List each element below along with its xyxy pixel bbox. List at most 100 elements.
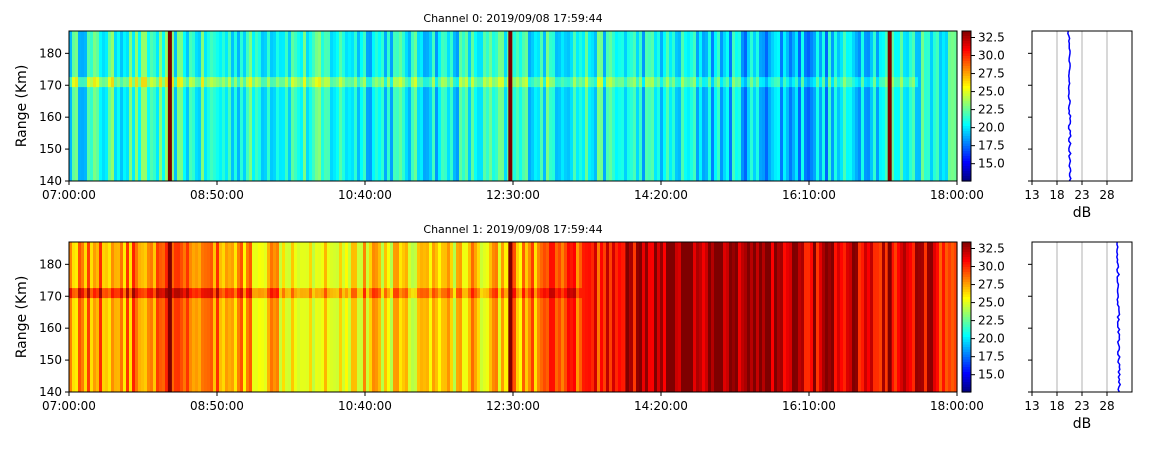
heatmap-column bbox=[177, 31, 181, 181]
echo-band-cell bbox=[765, 77, 769, 88]
echo-band-cell bbox=[423, 77, 427, 88]
heatmap-column bbox=[702, 31, 706, 181]
echo-band-cell bbox=[504, 288, 508, 299]
heatmap-column bbox=[402, 31, 406, 181]
heatmap-column bbox=[819, 31, 823, 181]
echo-band-cell bbox=[465, 288, 469, 299]
echo-band-cell bbox=[810, 77, 814, 88]
colorbar-segment bbox=[962, 151, 971, 155]
echo-band-cell bbox=[492, 288, 496, 299]
heatmap-column bbox=[600, 242, 604, 392]
heatmap-column bbox=[849, 242, 853, 392]
colorbar-segment bbox=[962, 357, 971, 361]
heatmap-column bbox=[285, 242, 289, 392]
echo-band-cell bbox=[276, 288, 280, 299]
echo-band-cell bbox=[393, 77, 397, 88]
heatmap-column bbox=[219, 242, 223, 392]
echo-band-cell bbox=[108, 77, 112, 88]
heatmap-column bbox=[87, 31, 91, 181]
echo-band-cell bbox=[897, 77, 901, 88]
colorbar-segment bbox=[962, 121, 971, 125]
heatmap-column bbox=[192, 31, 196, 181]
heatmap-column bbox=[795, 242, 799, 392]
echo-band-cell bbox=[411, 288, 415, 299]
echo-band-cell bbox=[261, 288, 265, 299]
echo-band-cell bbox=[702, 77, 706, 88]
echo-band-cell bbox=[147, 288, 151, 299]
heatmap-column bbox=[267, 31, 271, 181]
heatmap-column bbox=[531, 242, 535, 392]
heatmap-column bbox=[765, 31, 769, 181]
heatmap-column bbox=[117, 242, 121, 392]
colorbar-tick-label: 27.5 bbox=[978, 67, 1005, 81]
heatmap-column bbox=[297, 31, 301, 181]
echo-band-cell bbox=[252, 77, 256, 88]
echo-band-cell bbox=[201, 77, 205, 88]
echo-band-cell bbox=[99, 77, 103, 88]
echo-band-cell bbox=[447, 77, 451, 88]
heatmap-column bbox=[720, 31, 724, 181]
colorbar-segment bbox=[962, 287, 971, 291]
echo-band-cell bbox=[462, 77, 466, 88]
echo-band-cell bbox=[180, 288, 184, 299]
heatmap-column bbox=[156, 242, 160, 392]
echo-band-cell bbox=[282, 288, 286, 299]
echo-band-cell bbox=[249, 77, 253, 88]
heatmap-column bbox=[711, 242, 715, 392]
heatmap-column bbox=[615, 242, 619, 392]
y-axis-label: Range (Km) bbox=[14, 65, 30, 148]
heatmap-column bbox=[333, 31, 337, 181]
colorbar-segment bbox=[962, 327, 971, 331]
heatmap-column bbox=[411, 242, 415, 392]
echo-band-cell bbox=[87, 288, 91, 299]
echo-band-cell bbox=[834, 77, 838, 88]
echo-band-cell bbox=[906, 77, 910, 88]
heatmap-column bbox=[501, 242, 505, 392]
heatmap-column bbox=[465, 242, 469, 392]
heatmap-column bbox=[909, 31, 913, 181]
colorbar-segment bbox=[962, 133, 971, 137]
echo-band-cell bbox=[570, 288, 574, 299]
heatmap-column bbox=[891, 31, 895, 181]
echo-band-cell bbox=[846, 77, 850, 88]
heatmap-column bbox=[327, 31, 331, 181]
heatmap-column bbox=[747, 242, 751, 392]
echo-band-cell bbox=[516, 77, 520, 88]
colorbar-tick-label: 25.0 bbox=[978, 85, 1005, 99]
heatmap-column bbox=[576, 31, 580, 181]
echo-band-cell bbox=[240, 77, 244, 88]
echo-band-cell bbox=[189, 77, 193, 88]
heatmap-column bbox=[348, 31, 352, 181]
colorbar-segment bbox=[962, 76, 971, 80]
heatmap-column bbox=[372, 31, 376, 181]
echo-band-cell bbox=[156, 288, 160, 299]
heatmap-column bbox=[516, 31, 520, 181]
colorbar-segment bbox=[962, 106, 971, 110]
heatmap-column bbox=[732, 242, 736, 392]
heatmap-column bbox=[753, 31, 757, 181]
echo-band-cell bbox=[270, 77, 274, 88]
heatmap-column bbox=[606, 31, 610, 181]
echo-band-cell bbox=[441, 77, 445, 88]
heatmap-column bbox=[603, 242, 607, 392]
heatmap-column bbox=[378, 31, 382, 181]
echo-band-cell bbox=[615, 77, 619, 88]
colorbar-segment bbox=[962, 81, 971, 85]
heatmap-column bbox=[312, 31, 316, 181]
colorbar-segment bbox=[962, 282, 971, 286]
heatmap-column bbox=[684, 242, 688, 392]
heatmap-column bbox=[504, 31, 508, 181]
echo-band-cell bbox=[258, 288, 262, 299]
echo-band-cell bbox=[207, 288, 211, 299]
heatmap-column bbox=[771, 31, 775, 181]
heatmap-column bbox=[411, 31, 415, 181]
heatmap-column bbox=[243, 242, 247, 392]
heatmap-column bbox=[846, 31, 850, 181]
heatmap-column bbox=[735, 31, 739, 181]
echo-band-cell bbox=[213, 288, 217, 299]
heatmap-column bbox=[687, 31, 691, 181]
echo-band-cell bbox=[390, 77, 394, 88]
echo-band-cell bbox=[90, 288, 94, 299]
colorbar-segment bbox=[962, 337, 971, 341]
heatmap-column bbox=[471, 242, 475, 392]
